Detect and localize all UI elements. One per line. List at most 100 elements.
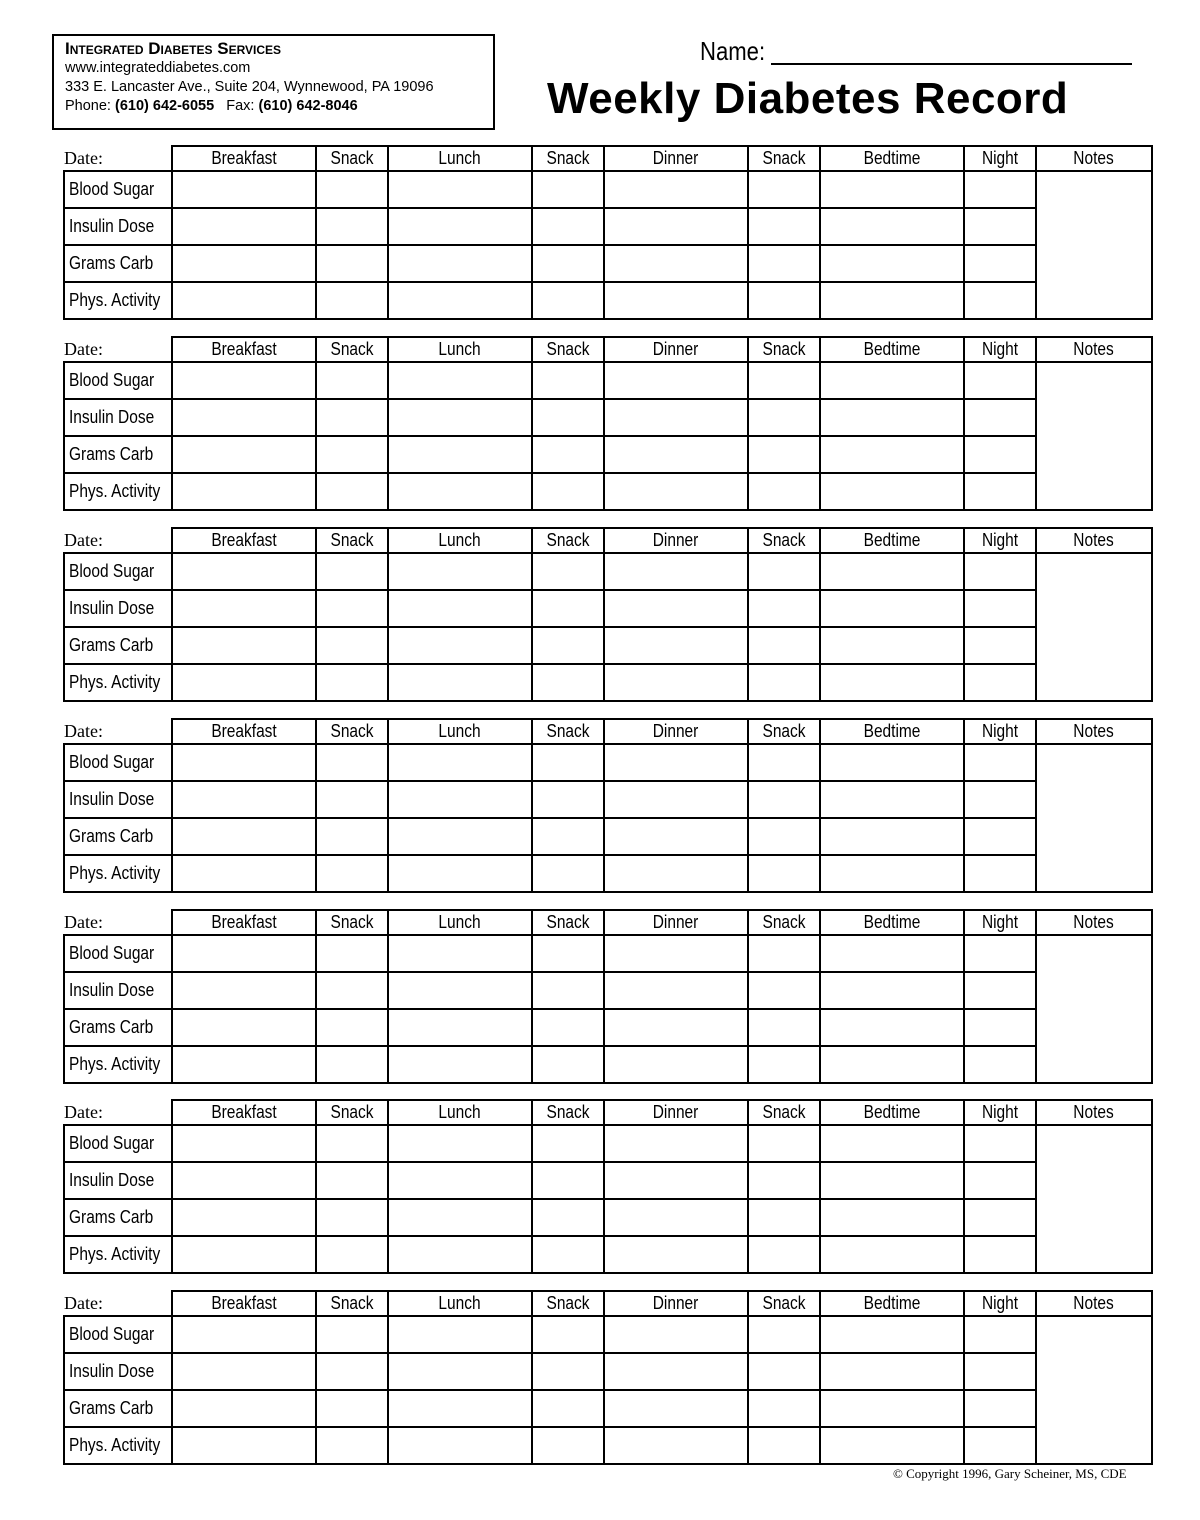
entry-cell[interactable]: [963, 281, 1037, 320]
entry-cell[interactable]: [963, 1426, 1037, 1465]
entry-cell[interactable]: [963, 472, 1037, 511]
entry-cell[interactable]: [387, 1161, 533, 1200]
entry-cell[interactable]: [387, 1045, 533, 1084]
entry-cell[interactable]: [171, 1389, 317, 1428]
entry-cell[interactable]: [819, 854, 965, 893]
entry-cell[interactable]: [387, 934, 533, 973]
entry-cell[interactable]: [819, 244, 965, 283]
entry-cell[interactable]: [531, 663, 605, 702]
entry-cell[interactable]: [603, 743, 749, 782]
entry-cell[interactable]: [603, 244, 749, 283]
entry-cell[interactable]: [171, 435, 317, 474]
entry-cell[interactable]: [747, 472, 821, 511]
entry-cell[interactable]: [387, 1389, 533, 1428]
entry-cell[interactable]: [747, 361, 821, 400]
entry-cell[interactable]: [603, 281, 749, 320]
entry-cell[interactable]: [171, 472, 317, 511]
entry-cell[interactable]: [603, 934, 749, 973]
entry-cell[interactable]: [747, 1198, 821, 1237]
entry-cell[interactable]: [315, 1008, 389, 1047]
entry-cell[interactable]: [603, 398, 749, 437]
entry-cell[interactable]: [819, 361, 965, 400]
entry-cell[interactable]: [603, 1426, 749, 1465]
entry-cell[interactable]: [531, 170, 605, 209]
entry-cell[interactable]: [531, 1315, 605, 1354]
entry-cell[interactable]: [531, 361, 605, 400]
entry-cell[interactable]: [387, 663, 533, 702]
notes-cell[interactable]: [1035, 1124, 1153, 1274]
entry-cell[interactable]: [171, 1161, 317, 1200]
entry-cell[interactable]: [747, 1235, 821, 1274]
entry-cell[interactable]: [963, 663, 1037, 702]
entry-cell[interactable]: [531, 472, 605, 511]
entry-cell[interactable]: [603, 854, 749, 893]
entry-cell[interactable]: [819, 398, 965, 437]
entry-cell[interactable]: [963, 1161, 1037, 1200]
entry-cell[interactable]: [603, 1045, 749, 1084]
entry-cell[interactable]: [531, 1198, 605, 1237]
notes-cell[interactable]: [1035, 934, 1153, 1084]
entry-cell[interactable]: [963, 1389, 1037, 1428]
entry-cell[interactable]: [171, 1008, 317, 1047]
entry-cell[interactable]: [171, 170, 317, 209]
entry-cell[interactable]: [315, 207, 389, 246]
entry-cell[interactable]: [387, 589, 533, 628]
entry-cell[interactable]: [747, 1008, 821, 1047]
entry-cell[interactable]: [531, 743, 605, 782]
entry-cell[interactable]: [315, 1352, 389, 1391]
entry-cell[interactable]: [387, 552, 533, 591]
entry-cell[interactable]: [531, 1389, 605, 1428]
entry-cell[interactable]: [963, 1315, 1037, 1354]
entry-cell[interactable]: [603, 1389, 749, 1428]
entry-cell[interactable]: [603, 1352, 749, 1391]
entry-cell[interactable]: [315, 854, 389, 893]
entry-cell[interactable]: [171, 1426, 317, 1465]
date-label[interactable]: Date:: [64, 1100, 173, 1126]
notes-cell[interactable]: [1035, 361, 1153, 511]
entry-cell[interactable]: [315, 1426, 389, 1465]
entry-cell[interactable]: [747, 435, 821, 474]
entry-cell[interactable]: [171, 1315, 317, 1354]
entry-cell[interactable]: [171, 1198, 317, 1237]
entry-cell[interactable]: [315, 170, 389, 209]
entry-cell[interactable]: [315, 817, 389, 856]
entry-cell[interactable]: [747, 1161, 821, 1200]
entry-cell[interactable]: [387, 1235, 533, 1274]
entry-cell[interactable]: [315, 934, 389, 973]
entry-cell[interactable]: [315, 780, 389, 819]
entry-cell[interactable]: [315, 472, 389, 511]
entry-cell[interactable]: [819, 207, 965, 246]
entry-cell[interactable]: [387, 1352, 533, 1391]
entry-cell[interactable]: [387, 743, 533, 782]
entry-cell[interactable]: [171, 1352, 317, 1391]
entry-cell[interactable]: [747, 281, 821, 320]
entry-cell[interactable]: [747, 589, 821, 628]
entry-cell[interactable]: [387, 1426, 533, 1465]
notes-cell[interactable]: [1035, 170, 1153, 320]
entry-cell[interactable]: [603, 361, 749, 400]
entry-cell[interactable]: [963, 1198, 1037, 1237]
entry-cell[interactable]: [531, 589, 605, 628]
date-label[interactable]: Date:: [64, 719, 173, 745]
entry-cell[interactable]: [747, 934, 821, 973]
entry-cell[interactable]: [963, 589, 1037, 628]
notes-cell[interactable]: [1035, 552, 1153, 702]
entry-cell[interactable]: [387, 817, 533, 856]
entry-cell[interactable]: [171, 244, 317, 283]
entry-cell[interactable]: [315, 1124, 389, 1163]
entry-cell[interactable]: [747, 1315, 821, 1354]
entry-cell[interactable]: [819, 1235, 965, 1274]
entry-cell[interactable]: [963, 361, 1037, 400]
entry-cell[interactable]: [531, 552, 605, 591]
entry-cell[interactable]: [747, 244, 821, 283]
entry-cell[interactable]: [387, 472, 533, 511]
entry-cell[interactable]: [747, 1389, 821, 1428]
entry-cell[interactable]: [819, 552, 965, 591]
entry-cell[interactable]: [819, 472, 965, 511]
entry-cell[interactable]: [315, 398, 389, 437]
entry-cell[interactable]: [747, 817, 821, 856]
entry-cell[interactable]: [531, 1352, 605, 1391]
entry-cell[interactable]: [747, 743, 821, 782]
notes-cell[interactable]: [1035, 1315, 1153, 1465]
entry-cell[interactable]: [819, 1008, 965, 1047]
